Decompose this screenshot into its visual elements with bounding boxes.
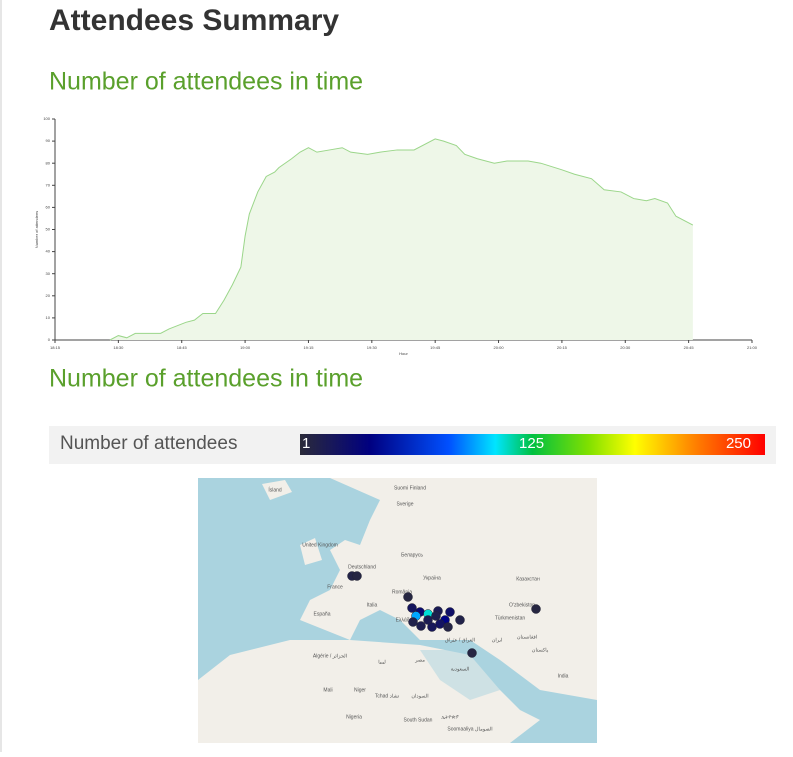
y-tick-label: 30 bbox=[46, 271, 51, 276]
map-label: France bbox=[327, 584, 343, 590]
map-marker bbox=[445, 607, 455, 617]
map-marker bbox=[408, 617, 418, 627]
map-label: Türkmenistan bbox=[495, 615, 526, 621]
colorbar-tick-label: 125 bbox=[519, 435, 544, 452]
map-marker bbox=[352, 571, 362, 581]
area-line bbox=[109, 138, 694, 341]
x-tick-label: 20:00 bbox=[494, 345, 505, 350]
colorbar-tick-label: 1 bbox=[302, 435, 310, 452]
map-label: India bbox=[558, 673, 569, 679]
map-label: Suomi Finland bbox=[394, 485, 426, 491]
y-tick-label: 50 bbox=[46, 227, 51, 232]
y-tick-label: 40 bbox=[46, 249, 51, 254]
map-label: Tchad تشاد bbox=[375, 693, 400, 699]
map-marker bbox=[407, 603, 417, 613]
area-chart: 0 10 20 30 40 50 60 70 80 90 100 18:15 18:30 18:45 19:… bbox=[34, 116, 758, 356]
map-marker bbox=[435, 619, 445, 629]
map-label: السعودية bbox=[451, 666, 470, 672]
x-tick-label: 21:00 bbox=[747, 345, 758, 350]
colorbar-tick-label: 250 bbox=[726, 435, 751, 452]
map-label: ኢትዮጵያ bbox=[441, 714, 458, 720]
map-marker bbox=[531, 604, 541, 614]
map-label: Oʻzbekiston bbox=[509, 601, 535, 608]
x-tick-label: 18:45 bbox=[177, 345, 188, 350]
map-label: Україна bbox=[423, 575, 441, 581]
y-tick-label: 60 bbox=[46, 204, 51, 209]
map-label: Ελλάδα bbox=[396, 616, 413, 623]
map-label: Soomaaliya الصومال bbox=[447, 726, 492, 732]
land bbox=[300, 538, 322, 565]
map-label: South Sudan bbox=[404, 717, 433, 723]
map-marker bbox=[467, 648, 477, 658]
x-tick-label: 20:30 bbox=[620, 345, 631, 350]
x-axis-label: Hour bbox=[399, 351, 408, 356]
map-label: پاکستان bbox=[532, 647, 549, 653]
map-marker bbox=[423, 615, 433, 625]
colorbar-label: Number of attendees bbox=[60, 433, 237, 454]
map-label: مصر bbox=[414, 657, 425, 663]
map-label: Algérie / الجزائر bbox=[313, 653, 347, 659]
y-tick-label: 10 bbox=[46, 315, 51, 320]
map-label: Беларусь bbox=[401, 552, 423, 558]
land bbox=[300, 478, 597, 700]
y-axis-label: Number of attendees bbox=[34, 211, 39, 248]
x-tick-label: 19:00 bbox=[240, 345, 251, 350]
x-tick-label: 19:45 bbox=[430, 345, 441, 350]
page-title: Attendees Summary bbox=[49, 4, 339, 37]
map-label: Niger bbox=[354, 687, 366, 693]
y-tick-label: 20 bbox=[46, 293, 51, 298]
map-label: Казахстан bbox=[516, 576, 540, 582]
map-label: Mali bbox=[323, 687, 332, 693]
map-marker bbox=[416, 621, 426, 631]
land bbox=[262, 480, 292, 500]
colorbar bbox=[300, 434, 765, 455]
x-tick-label: 19:15 bbox=[303, 345, 314, 350]
x-tick-label: 18:15 bbox=[50, 345, 61, 350]
y-tick-label: 100 bbox=[43, 116, 50, 121]
section-heading: Number of attendees in time bbox=[49, 68, 363, 96]
map-marker bbox=[403, 592, 413, 602]
map-marker bbox=[443, 622, 453, 632]
map-label: افغانستان bbox=[517, 634, 537, 640]
x-tick-label: 18:30 bbox=[113, 345, 124, 350]
x-tick-label: 20:45 bbox=[684, 345, 695, 350]
map-label: ليبيا bbox=[378, 659, 386, 665]
map-label: România bbox=[392, 589, 412, 595]
map: Ísland Suomi Finland Sverige United Kingdom… bbox=[198, 478, 597, 743]
y-tick-label: 90 bbox=[46, 138, 51, 143]
x-tick-label: 19:30 bbox=[367, 345, 378, 350]
map-label: Ísland bbox=[268, 486, 282, 493]
section-heading: Number of attendees in time bbox=[49, 365, 363, 393]
map-label: United Kingdom bbox=[302, 542, 338, 548]
map-label: Italia bbox=[367, 602, 378, 608]
map-label: Nigeria bbox=[346, 714, 362, 720]
map-marker bbox=[431, 611, 441, 621]
x-tick-label: 20:15 bbox=[557, 345, 568, 350]
y-tick-label: 70 bbox=[46, 182, 51, 187]
map-marker bbox=[455, 615, 465, 625]
map-label: السودان bbox=[411, 693, 428, 699]
y-tick-label: 0 bbox=[48, 337, 51, 342]
area-fill bbox=[109, 138, 693, 340]
y-tick-label: 80 bbox=[46, 160, 51, 165]
map-label: ایران bbox=[492, 637, 503, 643]
sea bbox=[420, 650, 500, 700]
map-label: Deutschland bbox=[348, 564, 376, 570]
map-label: Sverige bbox=[397, 501, 414, 507]
map-label: España bbox=[314, 611, 331, 617]
map-label: العراق / عێراق bbox=[445, 637, 475, 643]
